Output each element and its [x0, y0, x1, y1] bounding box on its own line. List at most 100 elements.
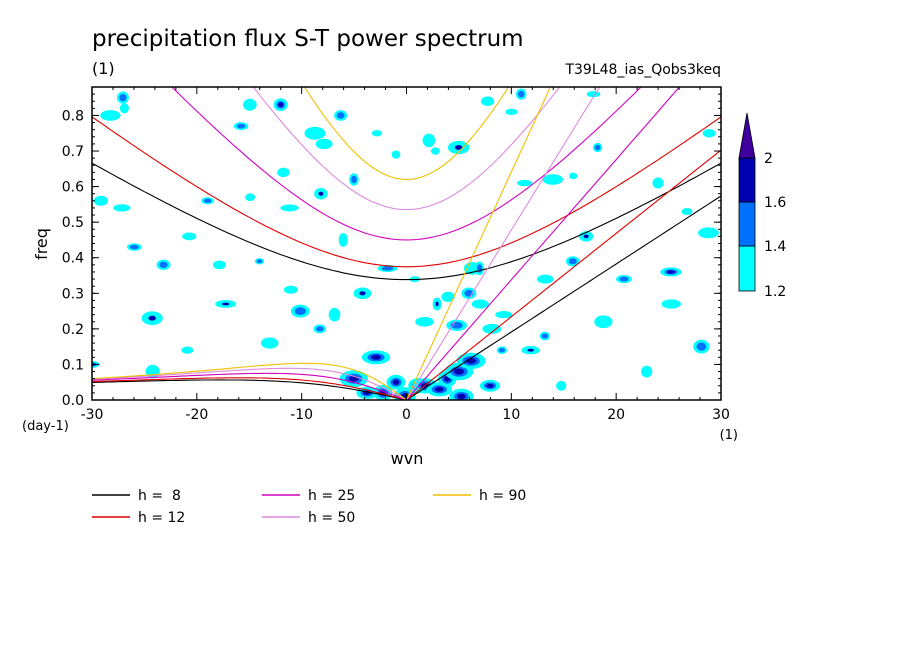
- contour-blob: [661, 299, 681, 309]
- rossby-wave-curve: [92, 379, 407, 400]
- contour-blob: [392, 379, 400, 385]
- x-tick-label: 10: [502, 407, 520, 423]
- contour-blob: [338, 232, 348, 247]
- legend: h = 8 h = 12 h = 25 h = 50 h = 90: [92, 488, 526, 526]
- colorbar-label: 1.6: [764, 195, 786, 211]
- contour-blob: [457, 393, 466, 400]
- contour-blob: [243, 98, 257, 111]
- x-axis-label: wvn: [391, 449, 424, 468]
- contour-blob: [336, 112, 345, 119]
- colorbar-segment: [738, 245, 756, 292]
- kelvin-wave-curve: [406, 149, 721, 400]
- x-tick-label: -20: [185, 407, 208, 423]
- x-tick-label: -30: [81, 407, 104, 423]
- contour-blob: [148, 315, 156, 321]
- contour-blob: [495, 311, 513, 319]
- colorbar-label: 1.2: [764, 284, 786, 300]
- contour-blob: [453, 368, 464, 375]
- contour-blob: [119, 103, 129, 114]
- contour-blob: [181, 346, 194, 354]
- contour-blob: [542, 174, 564, 185]
- y-tick-label: 0.7: [62, 144, 84, 160]
- contour-blob: [667, 270, 675, 274]
- y-tick-label: 0.3: [62, 286, 84, 302]
- contour-blob: [586, 90, 601, 98]
- y-tick-label: 0.5: [62, 215, 84, 231]
- contour-blob: [245, 193, 256, 202]
- contour-blob: [517, 90, 525, 98]
- y-tick-label: 0.6: [62, 180, 84, 196]
- y-unit-label: (day-1): [22, 419, 69, 434]
- y-tick-label: 0.1: [62, 357, 84, 373]
- legend-label: h = 90: [479, 488, 526, 504]
- gravity-wave-curve: [252, 87, 561, 211]
- contour-blob: [498, 347, 506, 353]
- y-axis-label: freq: [32, 228, 51, 260]
- contour-blob: [119, 93, 127, 102]
- contour-blob: [304, 126, 326, 140]
- contour-blob: [100, 110, 121, 121]
- y-tick-label: 0.2: [62, 322, 84, 338]
- x-tick-label: 30: [712, 407, 730, 423]
- contour-blob: [435, 301, 439, 307]
- contour-blob: [486, 383, 494, 388]
- contour-blob: [256, 259, 263, 264]
- contour-blob: [203, 198, 212, 203]
- contour-blob: [212, 260, 226, 270]
- contour-blob: [391, 150, 401, 159]
- axis-ticks: -30 -20 -10 0 10 20 30 0.0 0.1 0.2 0.3 0.4 0.5 0.6 0.7…: [62, 87, 730, 423]
- contour-blob: [537, 274, 554, 284]
- y-tick-label: 0.4: [62, 251, 84, 267]
- contour-blob: [350, 175, 357, 184]
- contour-blob: [182, 232, 197, 241]
- contour-blob: [318, 191, 324, 196]
- kelvin-wave-curve: [406, 195, 721, 400]
- contour-blob: [277, 167, 290, 178]
- contour-blob: [569, 172, 578, 180]
- contour-blob: [280, 204, 299, 212]
- contour-blob: [441, 291, 455, 303]
- contour-blob: [594, 144, 601, 151]
- contour-blob: [696, 342, 707, 351]
- x-tick-label: 0: [402, 407, 411, 423]
- contour-blob: [315, 138, 333, 150]
- kelvin-wave-curve: [405, 87, 551, 400]
- contour-blob: [415, 316, 434, 327]
- gravity-wave-curve: [171, 87, 642, 241]
- contour-blob: [236, 123, 246, 129]
- contour-blob: [371, 354, 381, 360]
- contour-blob: [619, 276, 629, 282]
- colorbar-label: 2: [764, 151, 773, 167]
- contour-blob: [481, 96, 495, 107]
- contour-blob: [222, 302, 230, 306]
- contour-blob: [328, 307, 341, 322]
- contour-blob: [652, 177, 664, 189]
- gravity-wave-curve: [92, 116, 721, 268]
- contour-blob: [583, 234, 589, 239]
- colorbar-label: 1.4: [764, 239, 786, 255]
- contour-blob: [430, 147, 440, 155]
- contour-blob: [698, 227, 719, 239]
- contour-blob: [359, 291, 366, 296]
- contour-blob: [129, 244, 139, 250]
- contour-blob: [422, 133, 436, 148]
- y-tick-label: 0.0: [62, 393, 84, 409]
- colorbar: 1.2 1.4 1.6 2: [738, 112, 786, 300]
- colorbar-overflow-triangle: [738, 112, 756, 159]
- chart-subtitle-right: T39L48_ias_Qobs3keq: [564, 62, 721, 78]
- dispersion-curves: [92, 87, 721, 400]
- y-tick-label: 0.8: [62, 108, 84, 124]
- kelvin-wave-curve: [406, 87, 681, 400]
- contour-blob: [159, 261, 168, 268]
- rossby-wave-curve: [92, 362, 407, 400]
- contour-blob: [556, 380, 567, 391]
- spectrum-contours: [92, 88, 719, 400]
- contour-blob: [294, 307, 306, 315]
- rossby-wave-curve: [92, 372, 407, 400]
- contour-blob: [316, 326, 324, 332]
- contour-blob: [113, 204, 131, 212]
- legend-label: h = 25: [308, 488, 355, 504]
- rossby-wave-curve: [92, 367, 407, 400]
- contour-blob: [516, 179, 533, 187]
- colorbar-segment: [738, 157, 756, 203]
